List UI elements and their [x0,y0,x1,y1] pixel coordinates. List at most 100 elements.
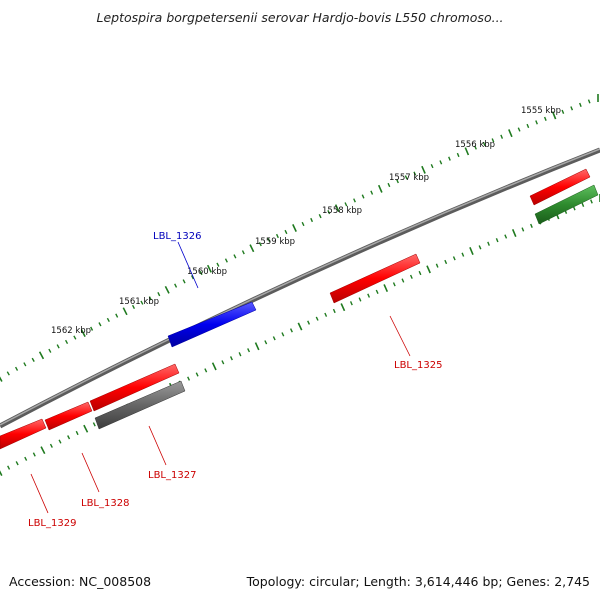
inner-tick [581,202,585,207]
outer-tick [561,109,565,114]
outer-tick [38,351,45,360]
inner-tick [83,424,89,433]
outer-tick [448,156,451,161]
inner-tick [289,328,293,333]
inner-tick [383,284,389,293]
outer-tick [249,244,255,253]
outer-tick [421,165,426,174]
inner-tick [92,422,96,427]
inner-tick [307,320,311,325]
gene-right-green[interactable] [534,184,599,225]
accession-text: Accession: NC_008508 [9,574,152,589]
inner-tick [315,316,319,321]
gene-LBL_1326[interactable] [167,301,257,348]
inner-tick [452,256,456,261]
outer-tick [206,264,212,273]
outer-tick [190,275,195,280]
inner-tick [332,308,336,314]
inner-tick [40,446,46,455]
outer-tick [526,123,530,129]
ruler-label-1560: 1560 kbp [187,267,227,277]
gene-LBL_1327[interactable] [89,363,180,412]
inner-tick [418,270,422,276]
outer-tick [98,322,102,327]
inner-tick [358,297,362,302]
ruler-label-1559: 1559 kbp [255,237,295,247]
outer-tick [579,102,582,108]
outer-tick [353,198,356,203]
outer-tick [122,307,128,316]
outer-tick [148,296,152,301]
gene-label-LBL_1327[interactable]: LBL_1327 [148,470,196,481]
genome-backbone-highlight [0,148,600,426]
outer-tick [377,184,383,193]
leader-line-LBL_1329 [30,473,49,514]
gene-label-LBL_1328[interactable]: LBL_1328 [81,498,129,509]
inner-tick [0,470,3,476]
gene-LBL_1325[interactable] [329,253,421,304]
outer-tick [482,141,486,147]
outer-tick [241,250,245,255]
inner-tick [187,376,191,381]
outer-tick [224,258,228,263]
inner-tick [349,301,353,306]
outer-tick [131,304,136,310]
inner-tick [238,352,242,357]
gene-pseudo-gray[interactable] [94,380,186,430]
gene-label-LBL_1326[interactable]: LBL_1326 [153,231,201,242]
inner-tick [195,372,199,377]
ruler-labels: 1555 kbp 1556 kbp 1557 kbp 1558 kbp 1559… [51,106,561,336]
inner-tick [204,368,208,373]
inner-tick [401,278,405,283]
outer-tick [456,152,460,158]
outer-tick [370,190,374,195]
outer-tick [551,111,557,120]
gene-right-forward-red[interactable] [529,168,591,206]
outer-tick [56,344,60,349]
ruler-label-1558: 1558 kbp [322,206,362,216]
ruler-label-1556: 1556 kbp [455,140,495,150]
inner-tick [340,303,346,312]
inner-tick [15,461,19,466]
outer-tick [439,160,443,165]
outer-tick [491,138,495,143]
outer-tick [361,194,365,199]
inner-tick [392,282,396,287]
inner-tick [211,362,217,371]
outer-tick [301,221,305,227]
outer-tick [334,204,340,213]
inner-tick [7,465,11,470]
outer-tick [413,171,417,176]
ruler-label-1557: 1557 kbp [389,173,429,183]
outer-tick [182,279,186,284]
leader-line-LBL_1327 [148,425,167,466]
ruler-label-1555: 1555 kbp [521,106,561,116]
outer-tick-row [0,94,599,382]
inner-tick [530,223,533,228]
gene-LBL_1328[interactable] [44,401,93,431]
map-title: Leptospira borgpetersenii serovar Hardjo… [96,10,504,25]
outer-tick [508,129,513,138]
outer-tick [106,317,110,323]
outer-tick [543,116,547,121]
inner-tick [495,238,499,243]
outer-tick [570,106,574,111]
outer-tick [344,202,348,207]
outer-tick [164,285,170,294]
outer-tick [267,237,271,243]
outer-tick [199,270,203,276]
gene-label-LBL_1329[interactable]: LBL_1329 [28,518,76,529]
inner-tick [24,456,28,461]
outer-tick [216,262,220,267]
outer-tick [318,214,322,219]
outer-tick [327,210,331,215]
gene-LBL_1329[interactable] [0,418,47,450]
outer-tick [73,335,77,340]
outer-tick [517,127,521,132]
outer-tick [500,134,504,139]
inner-tick [32,452,36,457]
gene-label-LBL_1325[interactable]: LBL_1325 [394,360,442,371]
ruler-label-1562: 1562 kbp [51,326,91,336]
inner-tick [590,199,593,204]
